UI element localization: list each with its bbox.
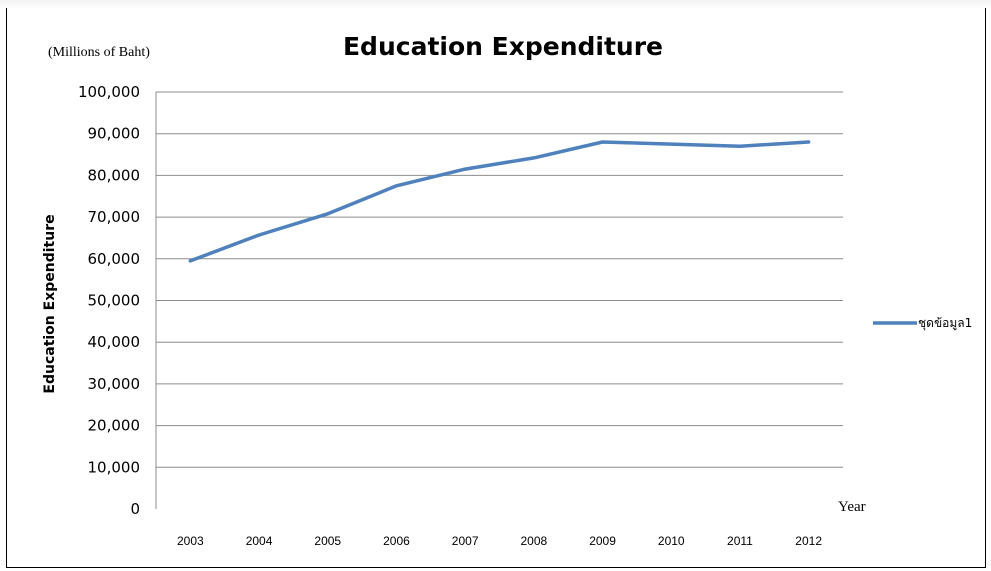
x-tick-label: 2012 (795, 534, 822, 548)
x-tick-label: 2007 (452, 534, 479, 548)
y-tick-label: 80,000 (88, 166, 141, 184)
legend-label: ชุดข้อมูล1 (918, 316, 972, 331)
unit-note: (Millions of Baht) (48, 45, 150, 60)
x-tick-label: 2009 (589, 534, 616, 548)
y-axis-label: Education Expenditure (42, 214, 58, 393)
x-tick-label: 2004 (246, 534, 273, 548)
y-tick-label: 100,000 (78, 83, 140, 101)
x-tick-labels: 2003 2004 2005 2006 2007 2008 2009 2010 2011 2012 (177, 534, 822, 548)
chart-title: Education Expenditure (343, 32, 663, 61)
y-tick-label: 40,000 (88, 333, 141, 351)
x-tick-label: 2006 (383, 534, 410, 548)
legend: ชุดข้อมูล1 (873, 316, 972, 331)
y-tick-labels: 0 10,000 20,000 30,000 40,000 50,000 60,000 70,… (78, 83, 140, 518)
y-tick-label: 10,000 (88, 458, 141, 476)
y-tick-label: 90,000 (88, 125, 141, 143)
y-tick-label: 30,000 (88, 375, 141, 393)
x-axis-label: Year (838, 499, 866, 515)
series-lines (190, 142, 809, 261)
gridlines (156, 92, 843, 509)
series-line (190, 142, 808, 261)
y-tick-label: 20,000 (88, 417, 141, 435)
y-tick-label: 60,000 (88, 250, 141, 268)
y-tick-label: 70,000 (88, 208, 141, 226)
y-tick-label: 50,000 (88, 292, 141, 310)
x-tick-label: 2010 (658, 534, 685, 548)
x-tick-label: 2005 (314, 534, 341, 548)
x-tick-label: 2011 (727, 534, 753, 548)
x-tick-label: 2003 (177, 534, 204, 548)
y-tick-label: 0 (130, 500, 140, 518)
x-tick-label: 2008 (520, 534, 547, 548)
